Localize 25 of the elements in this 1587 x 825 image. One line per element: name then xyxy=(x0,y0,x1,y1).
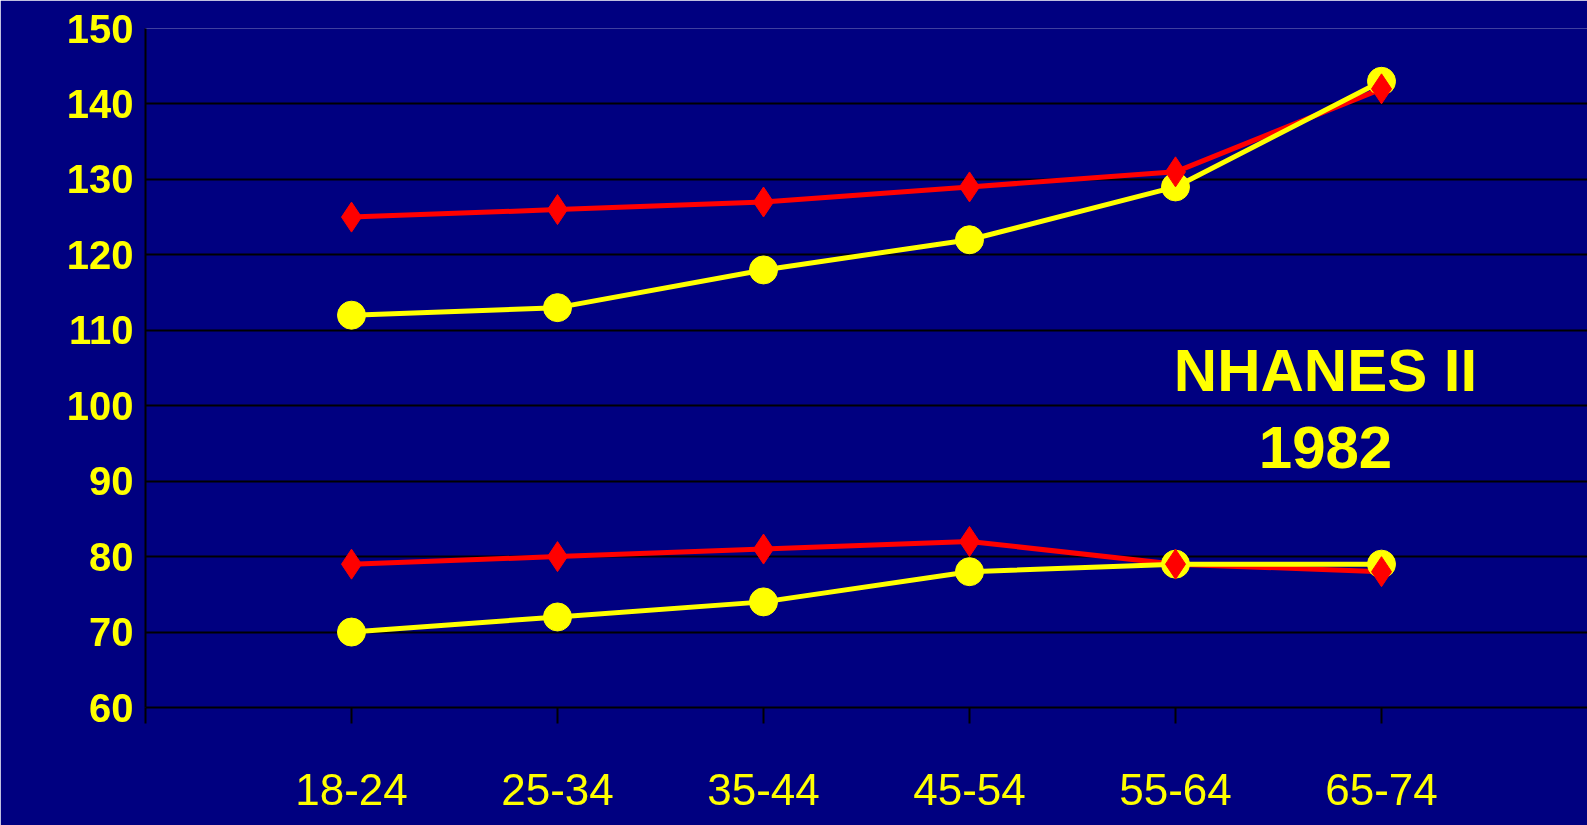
y-tick-label: 60 xyxy=(89,685,134,730)
x-tick-label: 65-74 xyxy=(1325,764,1438,814)
point xyxy=(543,293,572,323)
point xyxy=(955,557,984,587)
y-tick-label: 80 xyxy=(89,534,134,579)
annotation: NHANES II 1982 xyxy=(1173,337,1478,481)
y-tick-label: 70 xyxy=(89,610,134,655)
y-tick-label: 110 xyxy=(68,308,134,353)
point xyxy=(749,587,778,617)
y-tick-label: 100 xyxy=(66,383,134,428)
x-tick-label: 55-64 xyxy=(1119,764,1232,814)
point xyxy=(337,617,366,647)
y-tick-label: 150 xyxy=(66,6,134,51)
y-tick-label: 140 xyxy=(66,81,134,126)
point xyxy=(337,300,366,330)
x-tick-label: 18-24 xyxy=(295,764,408,814)
y-tick-label: 120 xyxy=(66,232,134,277)
x-tick-label: 35-44 xyxy=(707,764,820,814)
point xyxy=(955,225,984,255)
y-tick-label: 90 xyxy=(89,459,134,504)
point xyxy=(543,602,572,632)
y-tick-label: 130 xyxy=(66,157,134,202)
point xyxy=(749,255,778,285)
x-tick-label: 45-54 xyxy=(913,764,1026,814)
x-tick-label: 25-34 xyxy=(501,764,614,814)
